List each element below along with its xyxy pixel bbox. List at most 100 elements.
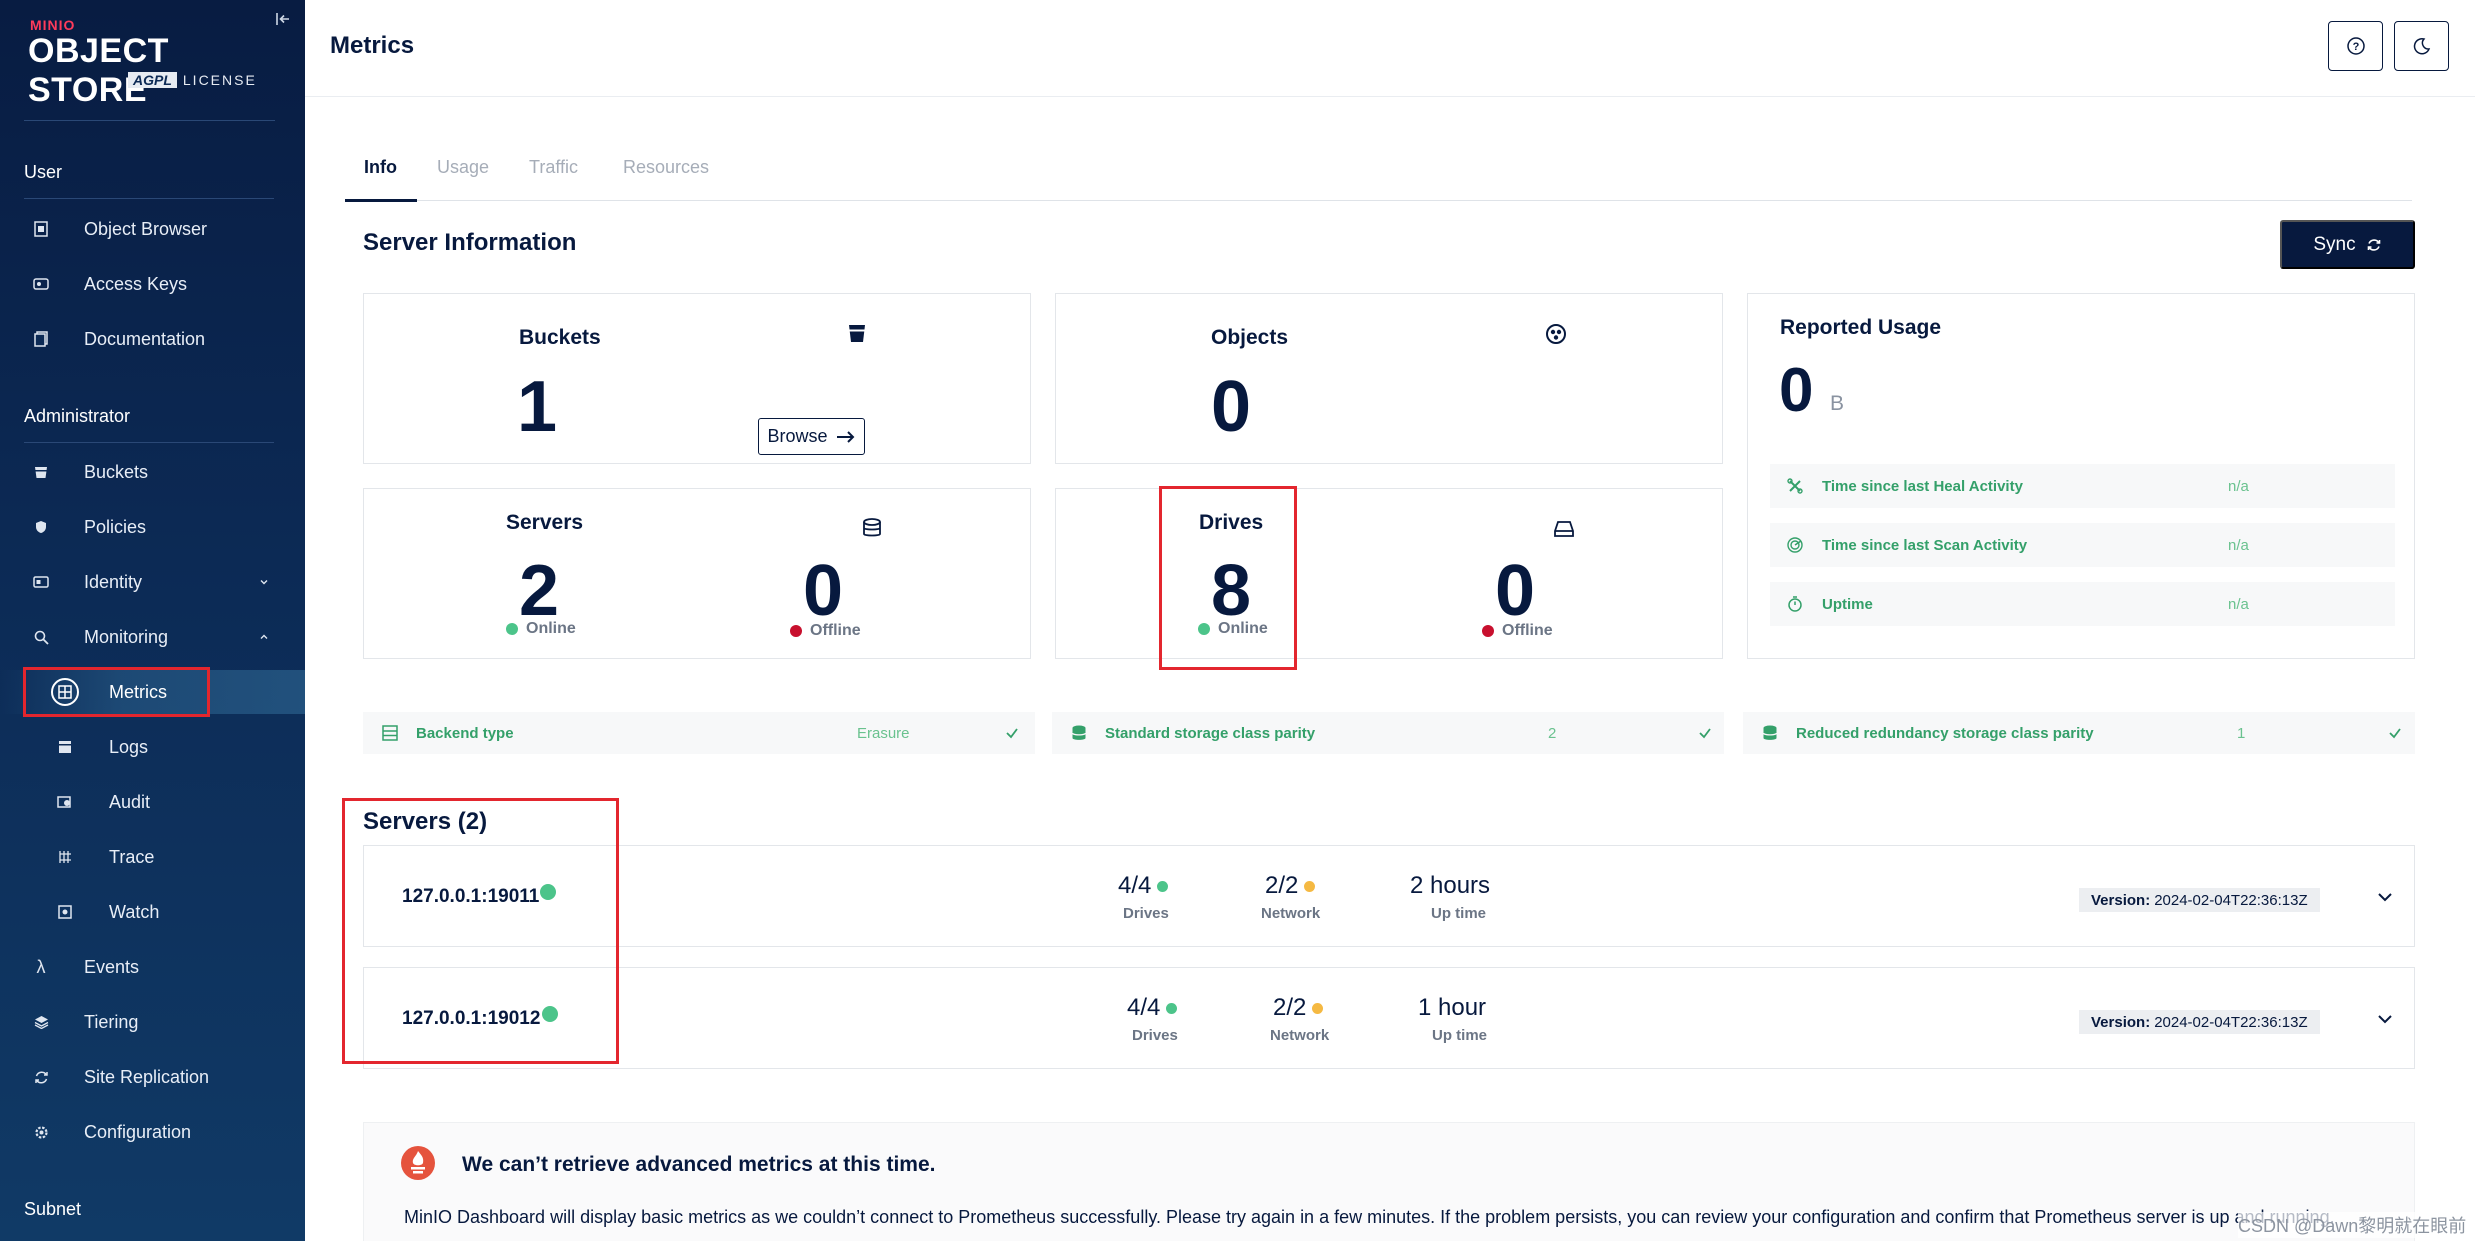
sidebar-item-label: Tiering xyxy=(84,1011,139,1032)
heal-activity-value: n/a xyxy=(2228,477,2249,495)
offline-label: Offline xyxy=(1502,622,1553,639)
sidebar-item-label: Monitoring xyxy=(84,626,169,647)
drives-metric-label: Drives xyxy=(1132,1027,1178,1044)
server-online-dot xyxy=(542,1006,558,1022)
chevron-down-icon[interactable] xyxy=(2376,890,2394,904)
chevron-up-icon[interactable] xyxy=(258,631,270,643)
sidebar-item-audit[interactable]: Audit xyxy=(0,780,305,824)
sidebar-item-tiering[interactable]: Tiering xyxy=(0,1000,305,1044)
objects-icon xyxy=(1546,324,1566,344)
version-label: Version: xyxy=(2091,891,2151,909)
sidebar-item-metrics[interactable]: Metrics xyxy=(0,670,305,714)
sidebar-item-logs[interactable]: Logs xyxy=(0,725,305,769)
help-icon: ? xyxy=(2346,37,2365,55)
metrics-icon xyxy=(51,678,79,706)
sidebar-item-monitoring[interactable]: Monitoring xyxy=(0,615,305,659)
backend-type-row: Backend type Erasure xyxy=(363,712,1035,754)
servers-label: Servers xyxy=(506,511,584,534)
server-icon xyxy=(863,518,881,537)
offline-dot xyxy=(1482,625,1494,637)
browse-label: Browse xyxy=(767,426,828,446)
network-metric-label: Network xyxy=(1261,905,1321,922)
server-information-title: Server Information xyxy=(363,229,577,256)
tab-resources[interactable]: Resources xyxy=(623,157,710,177)
sidebar-item-watch[interactable]: Watch xyxy=(0,890,305,934)
sidebar-item-label: Logs xyxy=(109,736,149,757)
metrics-tabs: Info Usage Traffic Resources xyxy=(345,145,2412,202)
sidebar-item-buckets[interactable]: Buckets xyxy=(0,450,305,494)
sync-button[interactable]: Sync xyxy=(2280,220,2415,269)
monitoring-icon xyxy=(32,628,50,646)
server-row[interactable]: 127.0.0.1:19011 4/4 Drives 2/2 Network 2… xyxy=(363,845,2415,947)
drives-online-status: Online xyxy=(1198,620,1268,638)
gear-icon xyxy=(32,1123,50,1141)
version-value: 2024-02-04T22:36:13Z xyxy=(2154,1013,2308,1031)
backend-type-value: Erasure xyxy=(857,724,910,742)
object-browser-icon xyxy=(32,220,50,238)
drives-metric-label: Drives xyxy=(1123,905,1169,922)
sidebar: MINIO OBJECT STORE AGPL LICENSE User Obje… xyxy=(0,0,305,1241)
stopwatch-icon xyxy=(1788,596,1802,612)
help-button[interactable]: ? xyxy=(2328,21,2383,71)
sidebar-item-documentation[interactable]: Documentation xyxy=(0,317,305,361)
sidebar-item-configuration[interactable]: Configuration xyxy=(0,1110,305,1154)
collapse-sidebar-icon[interactable] xyxy=(274,10,292,28)
servers-list-title: Servers (2) xyxy=(363,808,488,835)
server-name: 127.0.0.1:19011 xyxy=(402,886,540,907)
tab-traffic[interactable]: Traffic xyxy=(529,157,579,177)
browse-button[interactable]: Browse xyxy=(758,418,865,455)
drives-metric-value: 4/4 xyxy=(1127,994,1161,1021)
sidebar-item-label: Documentation xyxy=(84,328,206,349)
lambda-icon: λ xyxy=(36,956,46,977)
sidebar-item-access-keys[interactable]: Access Keys xyxy=(0,262,305,306)
sync-label: Sync xyxy=(2313,233,2356,255)
sidebar-item-events[interactable]: λ Events xyxy=(0,945,305,989)
heal-activity-label: Time since last Heal Activity xyxy=(1822,477,2023,495)
sidebar-item-label: Policies xyxy=(84,516,147,537)
prometheus-alert: We can’t retrieve advanced metrics at th… xyxy=(363,1122,2415,1241)
drives-ok-dot xyxy=(1157,880,1169,892)
active-tab-indicator xyxy=(345,199,417,202)
online-label: Online xyxy=(526,620,576,637)
drives-card xyxy=(1055,488,1723,659)
sidebar-item-policies[interactable]: Policies xyxy=(0,505,305,549)
dark-mode-button[interactable] xyxy=(2394,21,2449,71)
watermark: CSDN @Dawn黎明就在眼前 xyxy=(2238,1212,2467,1238)
moon-icon xyxy=(2413,37,2430,55)
chevron-down-icon[interactable] xyxy=(2376,1012,2394,1026)
sidebar-item-label: Trace xyxy=(109,846,155,867)
drives-metric-value: 4/4 xyxy=(1118,872,1152,899)
logs-icon xyxy=(56,738,74,756)
scan-icon xyxy=(1787,537,1803,553)
tab-info[interactable]: Info xyxy=(364,157,397,177)
sidebar-item-identity[interactable]: Identity xyxy=(0,560,305,604)
sidebar-item-object-browser[interactable]: Object Browser xyxy=(0,207,305,251)
brand-logo[interactable]: MINIO OBJECT STORE AGPL LICENSE xyxy=(28,14,278,109)
servers-online-value: 2 xyxy=(519,551,560,631)
reduced-parity-row: Reduced redundancy storage class parity … xyxy=(1743,712,2415,754)
documentation-icon xyxy=(32,330,50,348)
online-dot xyxy=(506,623,518,635)
tab-usage[interactable]: Usage xyxy=(437,157,490,177)
objects-value: 0 xyxy=(1211,367,1252,447)
chevron-down-icon[interactable] xyxy=(258,576,270,588)
sidebar-item-label: Object Browser xyxy=(84,218,208,239)
sidebar-item-site-replication[interactable]: Site Replication xyxy=(0,1055,305,1099)
audit-icon xyxy=(56,793,74,811)
check-icon xyxy=(2389,728,2401,739)
uptime-label: Uptime xyxy=(1822,595,1873,613)
buckets-value: 1 xyxy=(517,367,558,447)
prometheus-icon xyxy=(401,1146,435,1180)
sidebar-item-label: Configuration xyxy=(84,1121,192,1142)
network-metric: 2/2 xyxy=(1265,872,1316,900)
svg-text:?: ? xyxy=(2352,41,2359,53)
standard-parity-value: 2 xyxy=(1548,724,1557,742)
reported-usage-value: 0 xyxy=(1779,356,1814,425)
reported-usage-label: Reported Usage xyxy=(1780,316,1942,339)
server-row[interactable]: 127.0.0.1:19012 4/4 Drives 2/2 Network 1… xyxy=(363,967,2415,1069)
sidebar-item-trace[interactable]: Trace xyxy=(0,835,305,879)
drives-metric: 4/4 xyxy=(1127,994,1178,1022)
database-icon xyxy=(1762,725,1778,740)
arrow-right-icon xyxy=(836,430,854,443)
identity-icon xyxy=(32,573,50,591)
